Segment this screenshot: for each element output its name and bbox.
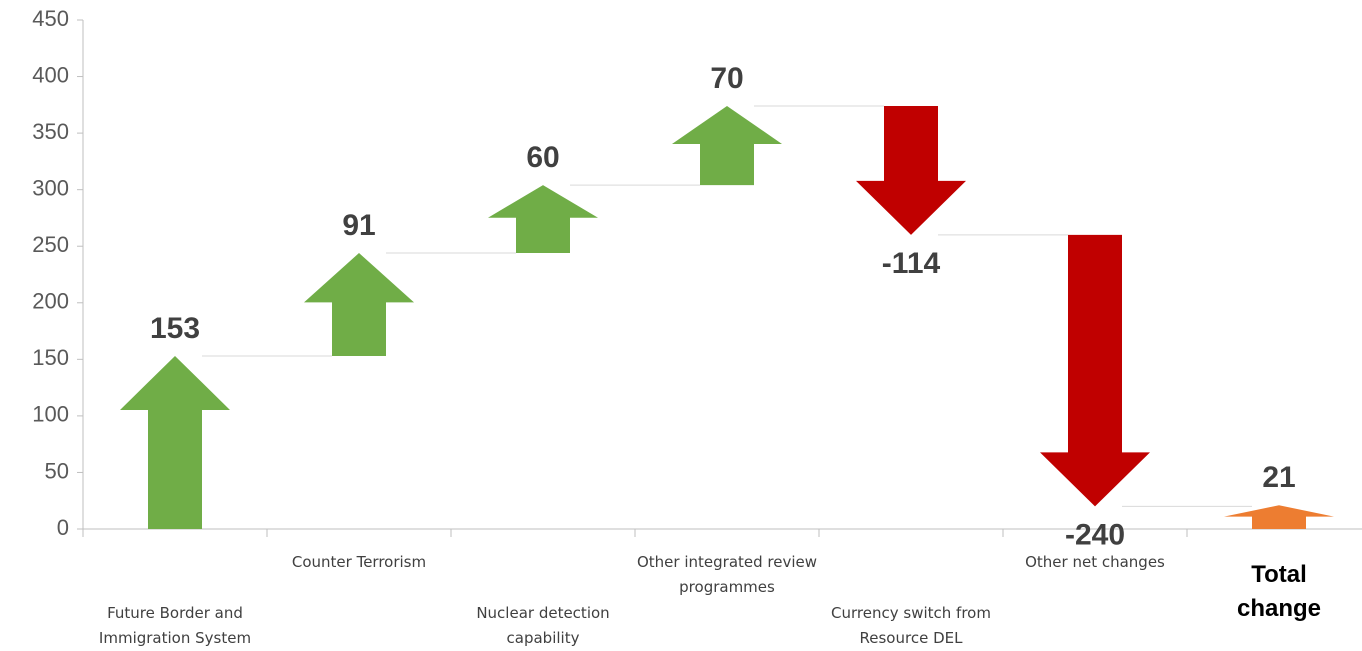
y-tick-label: 400: [32, 62, 69, 87]
value-label: 153: [150, 312, 200, 345]
value-label: 70: [710, 62, 743, 95]
x-tick-label: Future Border and Immigration System: [98, 604, 252, 647]
value-label: -240: [1065, 518, 1125, 551]
y-tick-label: 50: [45, 458, 69, 483]
y-tick-label: 100: [32, 402, 69, 427]
y-tick-label: 150: [32, 345, 69, 370]
y-tick-label: 200: [32, 289, 69, 314]
y-tick-label: 350: [32, 119, 69, 144]
value-label: 91: [342, 209, 375, 242]
x-tick-label: Currency switch from Resource DEL: [831, 604, 991, 647]
value-label: 21: [1262, 461, 1295, 494]
arrow: [304, 253, 414, 356]
arrow: [488, 185, 598, 254]
x-tick-label: Other integrated review programmes: [636, 553, 818, 596]
y-tick-label: 450: [32, 6, 69, 31]
arrow: [120, 355, 230, 529]
arrow: [1040, 234, 1150, 507]
arrow: [672, 105, 782, 186]
y-tick-label: 0: [57, 515, 69, 540]
x-tick-label: Nuclear detection capability: [476, 604, 610, 647]
x-tick-label: Other net changes: [1025, 553, 1165, 571]
y-tick-label: 250: [32, 232, 69, 257]
value-label: 60: [526, 141, 559, 174]
x-tick-label: Total change: [1236, 561, 1322, 622]
arrow: [1224, 505, 1334, 529]
value-label: -114: [882, 247, 941, 280]
y-tick-label: 300: [32, 175, 69, 200]
x-tick-label: Counter Terrorism: [291, 553, 427, 571]
arrow: [856, 105, 966, 235]
